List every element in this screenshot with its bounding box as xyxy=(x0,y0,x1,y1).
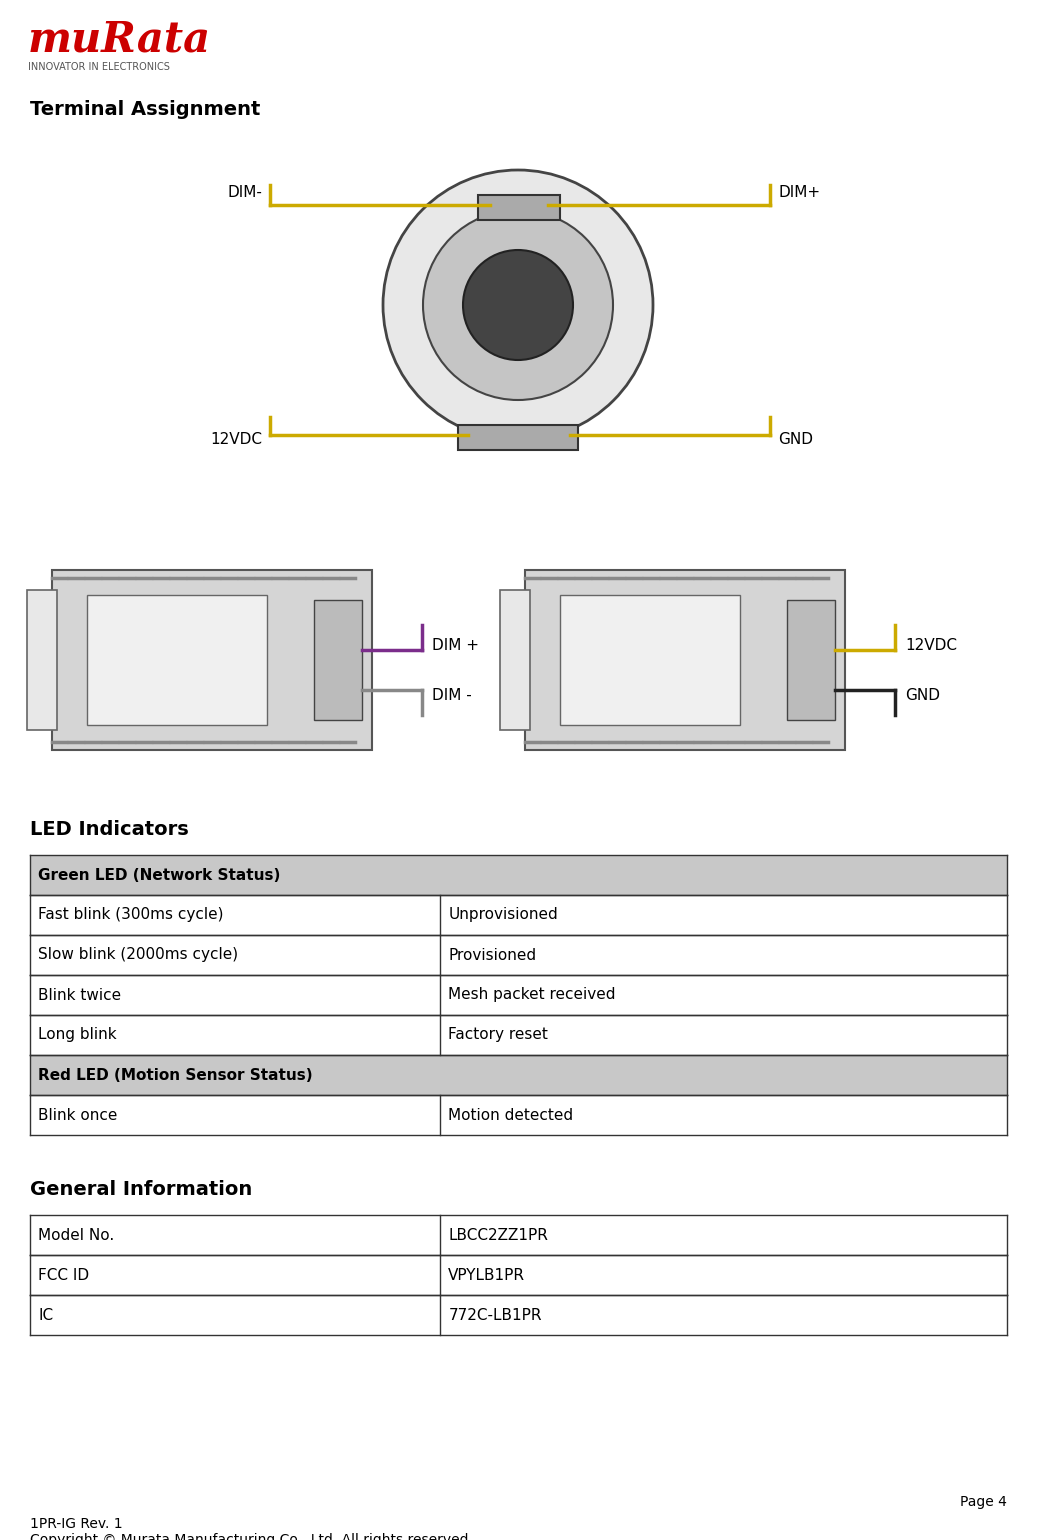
Text: Copyright © Murata Manufacturing Co., Ltd. All rights reserved.: Copyright © Murata Manufacturing Co., Lt… xyxy=(30,1532,473,1540)
Bar xyxy=(30,1215,1007,1255)
Bar xyxy=(30,1015,1007,1055)
Text: IC: IC xyxy=(38,1307,53,1323)
Text: 772C-LB1PR: 772C-LB1PR xyxy=(448,1307,542,1323)
Text: Long blink: Long blink xyxy=(38,1027,116,1043)
Bar xyxy=(30,1295,1007,1335)
Circle shape xyxy=(423,209,613,400)
Text: Fast blink (300ms cycle): Fast blink (300ms cycle) xyxy=(38,907,224,922)
Text: Provisioned: Provisioned xyxy=(448,947,536,962)
Text: 12VDC: 12VDC xyxy=(905,638,957,653)
Text: 12VDC: 12VDC xyxy=(211,433,262,447)
Bar xyxy=(787,601,835,721)
Bar xyxy=(314,601,362,721)
Bar xyxy=(458,425,578,450)
Text: DIM-: DIM- xyxy=(227,185,262,200)
Text: LED Indicators: LED Indicators xyxy=(30,819,189,839)
Bar xyxy=(525,570,845,750)
Text: INNOVATOR IN ELECTRONICS: INNOVATOR IN ELECTRONICS xyxy=(28,62,170,72)
Text: VPYLB1PR: VPYLB1PR xyxy=(448,1267,526,1283)
Bar xyxy=(87,594,267,725)
Text: IC: 772C-LB1PR: IC: 772C-LB1PR xyxy=(565,628,619,634)
Text: LBCC2ZZ1PR: LBCC2ZZ1PR xyxy=(448,1227,549,1243)
Text: FCC ID: FCC ID xyxy=(38,1267,89,1283)
Circle shape xyxy=(463,249,573,360)
Bar xyxy=(500,590,530,730)
Text: DIM-: DIM- xyxy=(92,634,111,644)
Text: 12V: 12V xyxy=(705,621,722,628)
Bar xyxy=(30,895,1007,935)
Bar xyxy=(478,196,560,220)
Text: DIM +: DIM + xyxy=(432,638,479,653)
Bar xyxy=(30,935,1007,975)
Text: Model No.: Model No. xyxy=(38,1227,114,1243)
Text: Green LED (Network Status): Green LED (Network Status) xyxy=(38,867,280,882)
Text: DIM -: DIM - xyxy=(432,687,472,702)
Text: Terminal Assignment: Terminal Assignment xyxy=(30,100,260,119)
Text: Blink once: Blink once xyxy=(38,1107,117,1123)
Bar xyxy=(30,1095,1007,1135)
Text: GND: GND xyxy=(778,433,813,447)
Text: Mesh packet received: Mesh packet received xyxy=(448,987,616,1003)
Text: DIM+: DIM+ xyxy=(778,185,820,200)
Text: DIM+: DIM+ xyxy=(92,621,115,628)
Text: MURATA 1PR-280: MURATA 1PR-280 xyxy=(565,641,624,647)
Bar xyxy=(30,975,1007,1015)
Text: GND: GND xyxy=(905,687,940,702)
Text: Slow blink (2000ms cycle): Slow blink (2000ms cycle) xyxy=(38,947,239,962)
Bar xyxy=(27,590,57,730)
Text: General Information: General Information xyxy=(30,1180,252,1200)
Bar xyxy=(30,1055,1007,1095)
Text: Factory reset: Factory reset xyxy=(448,1027,549,1043)
Circle shape xyxy=(383,169,653,440)
Text: Unprovisioned: Unprovisioned xyxy=(448,907,558,922)
Text: Red LED (Motion Sensor Status): Red LED (Motion Sensor Status) xyxy=(38,1067,312,1083)
Text: 1PR-IG Rev. 1: 1PR-IG Rev. 1 xyxy=(30,1517,122,1531)
Bar xyxy=(30,1255,1007,1295)
Text: muRata: muRata xyxy=(28,18,212,60)
Text: FCC ID: VPYLB1PR: FCC ID: VPYLB1PR xyxy=(565,614,627,621)
Text: Blink twice: Blink twice xyxy=(38,987,121,1003)
Bar xyxy=(30,855,1007,895)
Bar xyxy=(560,594,740,725)
Bar xyxy=(52,570,372,750)
Text: Motion detected: Motion detected xyxy=(448,1107,573,1123)
Text: Page 4: Page 4 xyxy=(960,1495,1007,1509)
Text: GND: GND xyxy=(705,634,724,644)
